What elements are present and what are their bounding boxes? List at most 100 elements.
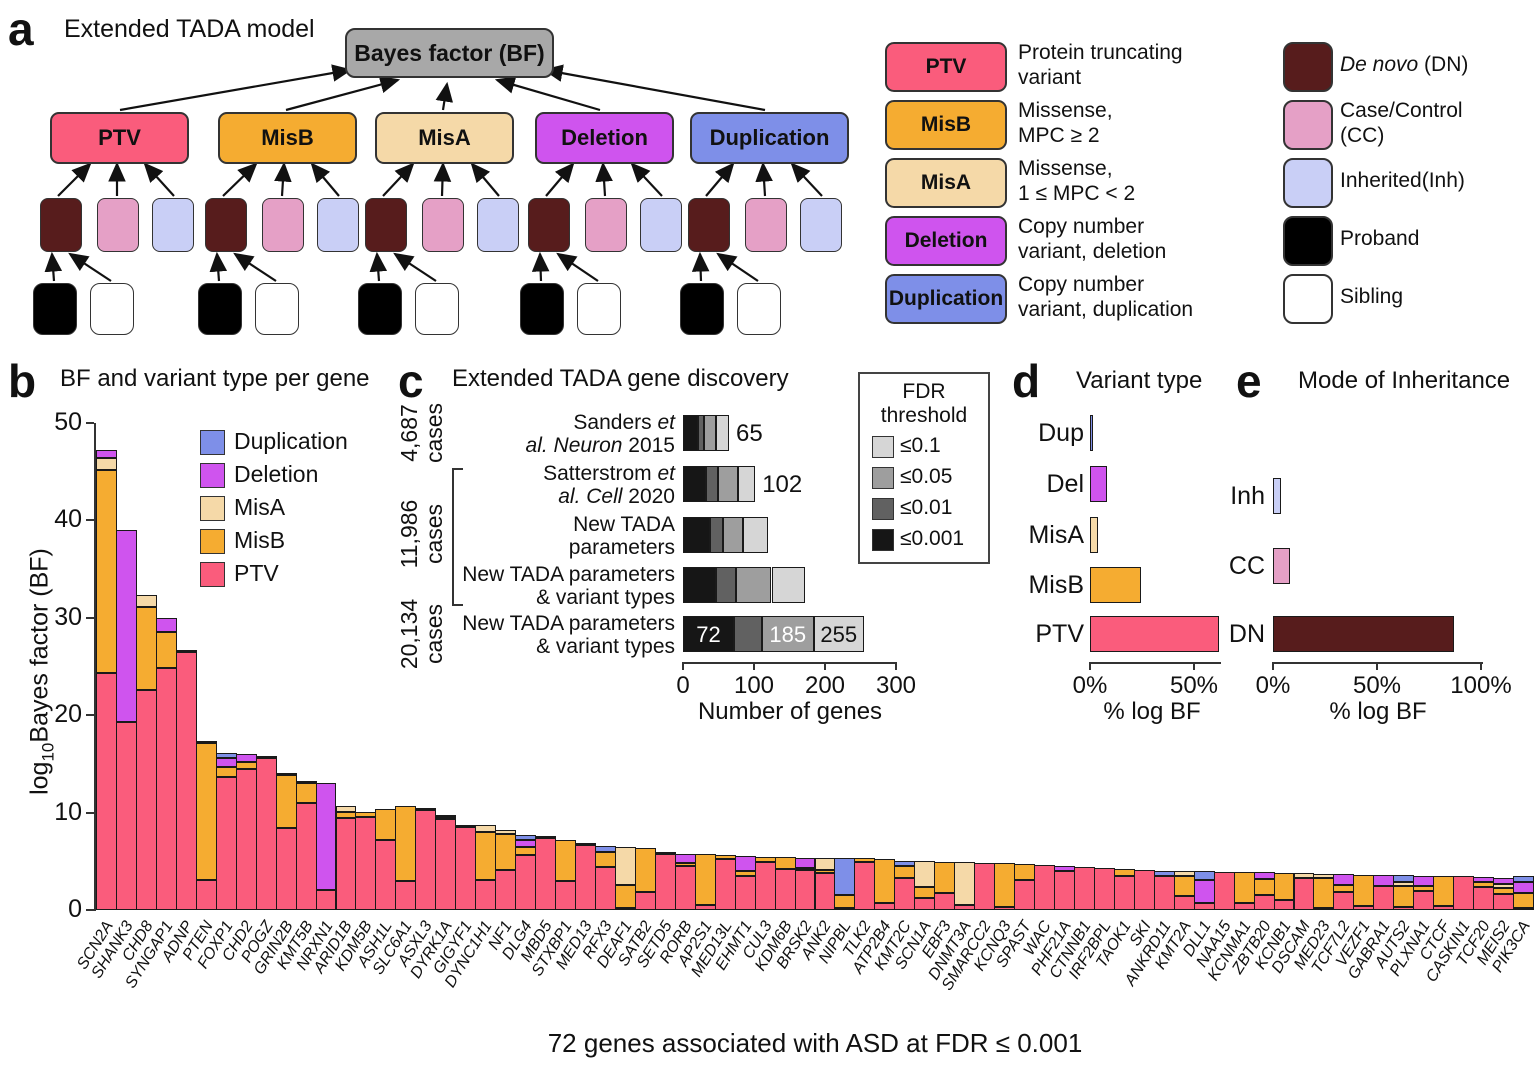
bar-segment-SPAST-misb (1014, 864, 1036, 880)
panel-c-letter: c (398, 355, 424, 407)
bar-segment-CHD2-ptv (235, 768, 257, 910)
family-node-sibling-4 (737, 283, 781, 335)
panel-c-title: Extended TADA gene discovery (452, 365, 789, 392)
bar-segment-KDM6B-ptv (774, 869, 796, 910)
evidence-node-cc-4 (745, 198, 787, 252)
panel-d-bar-dup (1090, 415, 1094, 451)
bar-segment-MEIS2-deletion (1493, 877, 1515, 884)
panel-e-bar-dn (1273, 616, 1454, 652)
bar-segment-SLC6A1-misb (395, 805, 417, 881)
bar-segment-ZBTB20-ptv (1253, 895, 1275, 910)
bar-segment-FOXP1-misb (215, 766, 237, 777)
bar-segment-GRIN2B-misb (275, 774, 297, 829)
y-tick-label: 20 (54, 700, 82, 729)
bar-segment-RFX3-misb (594, 851, 616, 868)
legend-label-sibling: Sibling (1340, 284, 1530, 309)
bar-segment-KMT5B-ptv (295, 802, 317, 910)
bar-segment-NF1-ptv (495, 870, 517, 910)
legend-chip-deletion: Deletion (885, 216, 1007, 266)
legend-desc-line: Missense, (1018, 157, 1113, 180)
fdr-swatch-2 (872, 498, 894, 520)
panel-c-inner-label: 72 (696, 622, 721, 647)
bar-segment-KMT2A-misa (1173, 871, 1195, 876)
panel-c-row-label-3: New TADA parameters & variant types (363, 563, 675, 609)
bar-segment-AUTS2-misb (1393, 885, 1415, 908)
bar-segment-POGZ-misb (255, 756, 277, 759)
bar-segment-ANK2-misa (814, 858, 836, 871)
legend-chip-ptv: PTV (885, 42, 1007, 92)
bar-segment-EBF3-ptv (934, 893, 956, 910)
panel-b-legend-label-misa: MisA (234, 494, 286, 520)
bar-segment-KDM5B-ptv (355, 816, 377, 910)
bar-segment-PHF21A-deletion (1054, 866, 1075, 872)
text-segment: New TADA parameters (462, 612, 675, 635)
evidence-node-dn-2 (365, 198, 407, 252)
case-group-bracket (452, 468, 463, 606)
panel-d-bar-misa (1090, 517, 1099, 553)
fdr-segment-row2-0 (683, 517, 710, 553)
bar-segment-PIK3CA-deletion (1513, 881, 1534, 894)
bar-segment-SCN2A-misb (96, 469, 117, 674)
fdr-segment-row0-3 (716, 415, 729, 451)
row-label-line: al. Neuron 2015 (363, 434, 675, 457)
bar-segment-ARID1B-ptv (335, 818, 357, 910)
bar-segment-DYRK1A-ptv (435, 819, 457, 910)
bar-segment-SCN1A-misb (914, 886, 936, 899)
bar-segment-PTEN-ptv (195, 879, 217, 910)
bar-segment-ADNP-misb (175, 649, 197, 652)
family-node-proband-4 (680, 283, 724, 335)
row-label-line: New TADA parameters (363, 563, 675, 586)
family-node-proband-1 (198, 283, 242, 335)
fdr-segment-row3-0 (683, 567, 717, 603)
bar-segment-KMT5B-misb (295, 783, 317, 803)
panel-d-row-label-dup: Dup (1038, 419, 1084, 447)
text-segment: al. Neuron (525, 434, 623, 457)
bar-segment-AP2S1-misb (694, 853, 716, 906)
case-count-line: cases (421, 603, 447, 665)
text-segment: et (657, 411, 675, 434)
panel-b-gene-labels: SCN2A SHANK3 CHD8 SYNGAP1 ADNP PTEN FOXP1 CHD2 P… (74, 910, 1534, 1030)
bar-segment-TCF7L2-deletion (1333, 873, 1355, 885)
bar-segment-KCNMA1-ptv (1233, 903, 1255, 910)
panel-d-row-label-misb: MisB (1028, 571, 1084, 599)
bar-segment-MED13L-ptv (714, 859, 736, 910)
bar-segment-FOXP1-deletion (215, 758, 237, 767)
bar-segment-MED23-misb (1313, 877, 1335, 909)
bar-segment-SHANK3-ptv (115, 722, 137, 910)
bar-segment-PLXNA1-ptv (1413, 890, 1435, 910)
bar-segment-PIK3CA-ptv (1513, 908, 1534, 910)
bar-segment-KCNMA1-misb (1233, 872, 1255, 904)
panel-b-legend-swatch-deletion (200, 463, 225, 488)
case-count-line: 4,687 (396, 404, 422, 462)
y-tick-mark (86, 616, 94, 619)
legend-desc-line: Copy number (1018, 273, 1145, 296)
bar-segment-MED23-misa (1313, 873, 1335, 878)
bar-segment-TLK2-misb (854, 858, 876, 863)
x-tick-label: 200 (804, 672, 846, 699)
bar-segment-WAC-ptv (1034, 865, 1055, 910)
bar-segment-KMT2C-ptv (894, 877, 916, 910)
legend-desc-misa: Missense, 1 ≤ MPC < 2 (1018, 156, 1278, 206)
panel-c-row-label-4: New TADA parameters & variant types (363, 612, 675, 658)
bar-segment-POGZ-ptv (255, 758, 277, 910)
family-node-sibling-1 (255, 283, 299, 335)
x-tick-label: 50% (1352, 672, 1402, 699)
bar-segment-KMT2A-misb (1173, 875, 1195, 897)
row-label-line: Satterstrom et (363, 462, 675, 485)
bar-segment-TCF20-ptv (1473, 886, 1495, 910)
legend-desc-line: Missense, (1018, 99, 1113, 122)
panel-b-legend-swatch-duplication (200, 430, 225, 455)
bar-segment-KDM6B-misb (774, 857, 796, 870)
panel-d-bar-ptv (1090, 616, 1219, 652)
fdr-segment-row2-3 (743, 517, 768, 553)
bar-segment-BRSK2-misb (794, 868, 816, 871)
panel-b-legend-label-duplication: Duplication (234, 428, 348, 454)
bar-segment-NIPBL-duplication (834, 858, 856, 896)
text-segment: parameters (568, 536, 675, 559)
bar-segment-PTEN-misa (195, 740, 217, 744)
bar-segment-PIK3CA-duplication (1513, 875, 1534, 882)
panel-e-bar-inh (1273, 478, 1282, 514)
bar-segment-FOXP1-duplication (215, 753, 237, 759)
y-tick-mark (86, 714, 94, 717)
legend-label-proband: Proband (1340, 226, 1530, 251)
